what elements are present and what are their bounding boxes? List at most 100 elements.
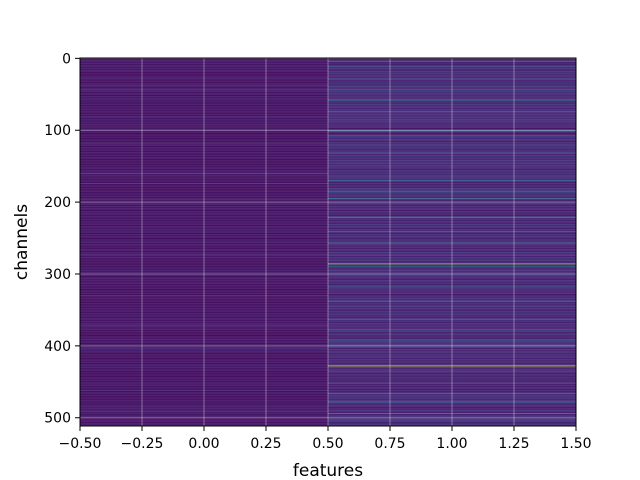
heatmap-cell xyxy=(328,342,576,344)
heatmap-cell xyxy=(80,157,328,159)
heatmap-cell xyxy=(328,73,576,74)
heatmap-cell xyxy=(80,315,328,317)
heatmap-cell xyxy=(328,267,576,269)
heatmap-cell xyxy=(328,250,576,252)
heatmap-cell xyxy=(80,121,328,123)
heatmap-cell xyxy=(328,344,576,346)
heatmap-cell xyxy=(80,111,328,113)
heatmap-cell xyxy=(80,395,328,397)
heatmap-cell xyxy=(328,297,576,299)
heatmap-cell xyxy=(80,318,328,320)
heatmap-cell xyxy=(328,101,576,102)
heatmap-cell xyxy=(328,394,576,396)
heatmap-cell xyxy=(328,157,576,159)
heatmap-cell xyxy=(80,258,328,260)
heatmap-cell xyxy=(328,169,576,171)
heatmap-cell xyxy=(328,397,576,399)
heatmap-cell xyxy=(328,223,576,225)
heatmap-cell xyxy=(328,104,576,106)
heatmap-cell xyxy=(328,387,576,389)
heatmap-cell xyxy=(80,405,328,407)
heatmap-cell xyxy=(80,145,328,147)
heatmap-cell xyxy=(328,159,576,161)
heatmap-cell xyxy=(80,274,328,276)
heatmap-cell xyxy=(328,292,576,294)
heatmap-cell xyxy=(328,121,576,123)
heatmap-cell xyxy=(80,69,328,71)
heatmap-cell xyxy=(80,308,328,309)
heatmap-cell xyxy=(80,298,328,300)
heatmap-cell xyxy=(80,308,328,310)
heatmap-cell xyxy=(80,305,328,307)
heatmap-cell xyxy=(328,88,576,90)
heatmap-cell xyxy=(80,87,328,89)
heatmap-cell xyxy=(328,263,576,265)
heatmap-cell xyxy=(328,168,576,170)
heatmap-cell xyxy=(328,165,576,167)
heatmap-cell xyxy=(328,373,576,375)
heatmap-cell xyxy=(80,323,328,325)
heatmap-cell xyxy=(328,283,576,285)
heatmap-cell xyxy=(328,405,576,407)
heatmap-cell xyxy=(80,249,328,251)
heatmap-cell xyxy=(328,392,576,394)
heatmap-cell xyxy=(80,225,328,227)
heatmap-cell xyxy=(328,71,576,73)
heatmap-cell xyxy=(328,249,576,251)
heatmap-cell xyxy=(80,376,328,378)
heatmap-cell xyxy=(80,275,328,277)
heatmap-cell xyxy=(328,369,576,371)
heatmap-cell xyxy=(328,110,576,112)
heatmap-cell xyxy=(80,411,328,413)
heatmap-cell xyxy=(80,181,328,183)
heatmap-cell xyxy=(328,205,576,207)
heatmap-cell xyxy=(80,309,328,311)
heatmap-cell xyxy=(328,414,576,416)
heatmap-cell xyxy=(328,187,576,189)
heatmap-cell xyxy=(80,364,328,366)
heatmap-cell xyxy=(80,364,328,366)
heatmap-cell xyxy=(80,103,328,105)
heatmap-cell xyxy=(328,68,576,70)
heatmap-cell xyxy=(328,302,576,304)
heatmap-cell xyxy=(80,386,328,388)
heatmap-cell xyxy=(328,126,576,128)
heatmap-cell xyxy=(328,341,576,343)
heatmap-cell xyxy=(80,410,328,412)
heatmap-cell xyxy=(80,389,328,391)
heatmap-cell xyxy=(328,296,576,298)
heatmap-cell xyxy=(80,160,328,161)
heatmap-cell xyxy=(328,313,576,315)
heatmap-cell xyxy=(80,60,328,62)
heatmap-cell xyxy=(80,300,328,302)
heatmap-cell xyxy=(328,277,576,279)
heatmap-cell xyxy=(80,131,328,133)
heatmap-cell xyxy=(80,236,328,238)
heatmap-cell xyxy=(328,257,576,259)
heatmap-cell xyxy=(80,379,328,381)
y-tick-label: 200 xyxy=(44,195,71,211)
heatmap-cell xyxy=(328,329,576,331)
heatmap-cell xyxy=(328,203,576,205)
heatmap-cell xyxy=(80,106,328,108)
x-tick-label: −0.50 xyxy=(59,436,102,452)
heatmap-cell xyxy=(80,175,328,177)
heatmap-cell xyxy=(80,392,328,394)
heatmap-cell xyxy=(80,203,328,205)
heatmap-cell xyxy=(80,347,328,349)
heatmap-cell xyxy=(80,295,328,297)
heatmap-cell xyxy=(80,316,328,318)
heatmap-cell xyxy=(328,108,576,110)
heatmap-cell xyxy=(80,119,328,120)
heatmap-cell xyxy=(80,201,328,203)
heatmap-cell xyxy=(328,359,576,361)
heatmap-cell xyxy=(80,390,328,391)
heatmap-cell xyxy=(328,323,576,325)
heatmap-cell xyxy=(328,115,576,117)
heatmap-cell xyxy=(328,317,576,319)
heatmap-cell xyxy=(328,395,576,397)
heatmap-cell xyxy=(328,354,576,355)
heatmap-cell xyxy=(328,254,576,256)
heatmap-cell xyxy=(80,362,328,363)
heatmap-cell xyxy=(80,247,328,249)
